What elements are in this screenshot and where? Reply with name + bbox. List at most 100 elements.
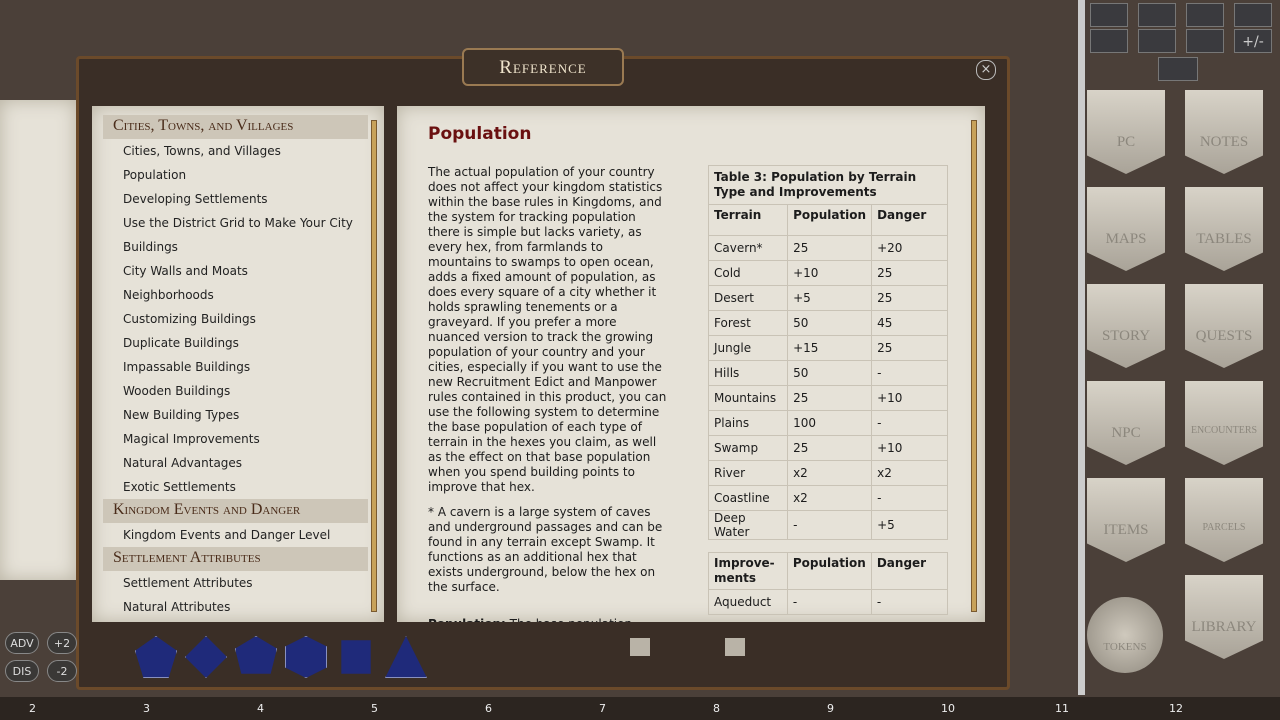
toc-item[interactable]: Wooden Buildings [123,384,231,398]
table-cell: 45 [871,310,948,336]
background-panel [0,100,76,580]
toc-item[interactable]: Customizing Buildings [123,312,256,326]
toc-heading[interactable]: Kingdom Events and Danger [103,499,368,523]
toc-item[interactable]: Natural Attributes [123,600,231,614]
table-row: Cold +10 25 [707,260,948,286]
table-cell: +10 [871,435,948,461]
tool-button[interactable] [1090,3,1128,27]
close-button[interactable]: × [976,60,996,80]
table-cell: +10 [787,260,873,286]
modifier-value[interactable]: -2 [47,660,77,682]
table-row: Forest 50 45 [707,310,948,336]
table-cell: - [787,510,873,540]
table-cell: Plains [707,410,789,436]
sidebar-button[interactable]: Maps [1087,187,1165,271]
ruler-label: 9 [827,702,834,715]
toc-item[interactable]: Magical Improvements [123,432,260,446]
sidebar-button[interactable]: Library [1185,575,1263,659]
die[interactable] [235,636,277,674]
die[interactable] [135,636,177,678]
table-row: Jungle +15 25 [707,335,948,361]
toc-item[interactable]: New Building Types [123,408,240,422]
tool-button[interactable] [1158,57,1198,81]
sidebar-button[interactable]: Story [1087,284,1165,368]
tool-button[interactable] [1186,29,1224,53]
ruler-label: 3 [143,702,150,715]
prev-button[interactable] [630,638,650,656]
table: Improve-ments Population Danger Aqueduct - - [708,552,949,615]
table-row: Swamp 25 +10 [707,435,948,461]
table-row: Plains 100- [707,410,948,436]
table-header: Population [787,204,873,236]
toc-item[interactable]: Natural Advantages [123,456,243,470]
modifier-button[interactable]: ADV [5,632,39,654]
sidebar-button[interactable]: Items [1087,478,1165,562]
table-cell: Cold [707,260,789,286]
toolbar: +/- [1090,3,1272,83]
toc-item[interactable]: Duplicate Buildings [123,336,239,350]
toc-item[interactable]: Buildings [123,240,178,254]
article-text: The actual population of your country do… [428,165,670,622]
tool-button[interactable] [1090,29,1128,53]
definition: The base population within a claimed hex… [428,617,666,622]
table-cell: x2 [787,460,873,486]
table-cell: x2 [871,460,948,486]
dice-tray [135,636,435,680]
table-header: Danger [870,552,949,590]
article-title: Population [428,124,532,144]
table-cell: +20 [871,235,948,261]
sidebar-button[interactable]: Quests [1185,284,1263,368]
sidebar-button[interactable]: Tables [1185,187,1263,271]
toc-item[interactable]: Kingdom Events and Danger Level [123,528,331,542]
toc-item[interactable]: Exotic Settlements [123,480,236,494]
table-cell: 50 [787,310,873,336]
toc-item[interactable]: Impassable Buildings [123,360,251,374]
sidebar-button[interactable]: NPC [1087,381,1165,465]
toc-item[interactable]: Developing Settlements [123,192,268,206]
table-cell: +5 [871,510,948,540]
tool-button[interactable] [1138,29,1176,53]
sidebar-button[interactable]: Encounters [1185,381,1263,465]
table-row: Aqueduct - - [708,589,949,615]
die[interactable] [385,636,427,678]
tool-button[interactable]: +/- [1234,29,1272,53]
die[interactable] [185,636,227,678]
table-cell: +10 [871,385,948,411]
paragraph: * A cavern is a large system of caves an… [428,505,663,594]
table-caption-row: Table 3: Population by Terrain Type and … [708,165,948,205]
die[interactable] [285,636,327,678]
tool-button[interactable] [1138,3,1176,27]
tool-button[interactable] [1234,3,1272,27]
toc-heading[interactable]: Cities, Towns, and Villages [103,115,368,139]
toc-item[interactable]: Population [123,168,187,182]
die[interactable] [341,640,371,674]
table-header: Improve-ments [708,552,788,590]
table-cell: 25 [787,385,873,411]
toc-panel: Cities, Towns, and Villages Cities, Towns… [92,106,384,622]
table-cell: +5 [787,285,873,311]
toc-list: Cities, Towns, and Villages Cities, Towns… [92,106,384,619]
modifier-button[interactable]: DIS [5,660,39,682]
next-button[interactable] [725,638,745,656]
table-row: Cavern* 25 +20 [707,235,948,261]
table-row: Mountains 25 +10 [707,385,948,411]
scrollbar[interactable] [371,120,377,612]
modifier-value[interactable]: +2 [47,632,77,654]
sidebar-button[interactable]: PC [1087,90,1165,174]
sidebar-button[interactable]: Notes [1185,90,1263,174]
table-cell: +15 [787,335,873,361]
sidebar-button[interactable]: Parcels [1185,478,1263,562]
table: Table 3: Population by Terrain Type and … [707,165,948,540]
toc-item[interactable]: City Walls and Moats [123,264,248,278]
sidebar-button[interactable]: Tokens [1087,597,1163,673]
toc-item[interactable]: Neighborhoods [123,288,214,302]
ruler-label: 8 [713,702,720,715]
scrollbar[interactable] [971,120,977,612]
toc-item[interactable]: Settlement Attributes [123,576,253,590]
table-cell: 25 [787,435,873,461]
toc-item[interactable]: Cities, Towns, and Villages [123,144,281,158]
toc-item[interactable]: Use the District Grid to Make Your City [123,216,353,230]
paragraph: The actual population of your country do… [428,165,667,494]
tool-button[interactable] [1186,3,1224,27]
toc-heading[interactable]: Settlement Attributes [103,547,368,571]
